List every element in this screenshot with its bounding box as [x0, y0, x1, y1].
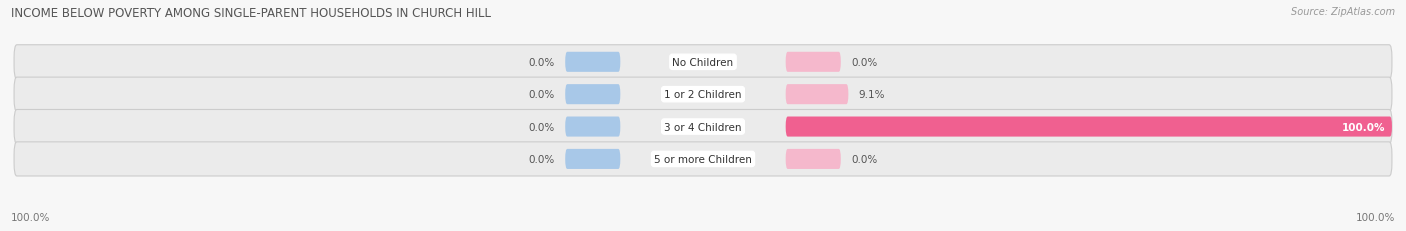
- Text: 0.0%: 0.0%: [529, 90, 555, 100]
- Text: 0.0%: 0.0%: [529, 154, 555, 164]
- Text: 0.0%: 0.0%: [529, 122, 555, 132]
- Text: 0.0%: 0.0%: [529, 58, 555, 67]
- Text: 100.0%: 100.0%: [11, 212, 51, 222]
- Text: No Children: No Children: [672, 58, 734, 67]
- FancyBboxPatch shape: [14, 142, 1392, 176]
- FancyBboxPatch shape: [786, 149, 841, 169]
- Text: 0.0%: 0.0%: [851, 154, 877, 164]
- FancyBboxPatch shape: [14, 78, 1392, 112]
- Text: 5 or more Children: 5 or more Children: [654, 154, 752, 164]
- FancyBboxPatch shape: [565, 117, 620, 137]
- FancyBboxPatch shape: [786, 117, 1392, 137]
- Text: 100.0%: 100.0%: [1355, 212, 1395, 222]
- Text: INCOME BELOW POVERTY AMONG SINGLE-PARENT HOUSEHOLDS IN CHURCH HILL: INCOME BELOW POVERTY AMONG SINGLE-PARENT…: [11, 7, 491, 20]
- FancyBboxPatch shape: [14, 46, 1392, 79]
- FancyBboxPatch shape: [565, 85, 620, 105]
- FancyBboxPatch shape: [786, 52, 841, 73]
- Text: 9.1%: 9.1%: [859, 90, 886, 100]
- FancyBboxPatch shape: [786, 85, 848, 105]
- Text: 100.0%: 100.0%: [1341, 122, 1385, 132]
- Text: 3 or 4 Children: 3 or 4 Children: [664, 122, 742, 132]
- Text: Source: ZipAtlas.com: Source: ZipAtlas.com: [1291, 7, 1395, 17]
- Text: 0.0%: 0.0%: [851, 58, 877, 67]
- Text: 1 or 2 Children: 1 or 2 Children: [664, 90, 742, 100]
- FancyBboxPatch shape: [565, 149, 620, 169]
- FancyBboxPatch shape: [14, 110, 1392, 144]
- FancyBboxPatch shape: [565, 52, 620, 73]
